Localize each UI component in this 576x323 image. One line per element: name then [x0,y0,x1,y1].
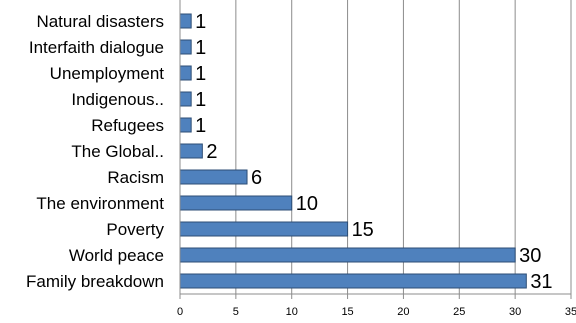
x-tick-label: 20 [397,306,409,318]
value-label: 6 [251,167,262,189]
bar [179,65,192,81]
gridlines [235,0,572,294]
bar [179,117,192,133]
value-label: 15 [352,219,374,241]
category-label: The Global.. [71,142,164,161]
bar [179,13,192,29]
value-label: 1 [195,89,206,111]
value-label: 30 [519,245,541,267]
value-label: 2 [206,141,217,163]
x-tick-label: 30 [509,306,521,318]
labels: 0 5 10 15 20 25 30 35 Natural disasters 1 Interfai… [26,11,576,318]
value-label: 1 [195,115,206,137]
bar [179,91,192,107]
bar [179,143,203,159]
x-tick-label: 35 [565,306,576,318]
category-label: Unemployment [50,64,165,83]
bar [179,247,516,263]
category-label: The environment [36,194,164,213]
category-label: Poverty [106,220,164,239]
value-label: 31 [530,271,552,293]
x-tick-label: 15 [341,306,353,318]
bar [179,221,349,237]
category-label: Indigenous.. [71,90,164,109]
x-tick-label: 10 [286,306,298,318]
category-label: Family breakdown [26,272,164,291]
axes [179,0,572,299]
x-tick-label: 25 [453,306,465,318]
category-label: Racism [107,168,164,187]
bar [179,195,293,211]
bars [179,13,527,289]
x-tick-label: 5 [233,306,239,318]
bar [179,39,192,55]
bar [179,169,248,185]
category-label: World peace [69,246,164,265]
category-label: Interfaith dialogue [29,38,164,57]
value-label: 10 [296,193,318,215]
bar [179,273,527,289]
value-label: 1 [195,63,206,85]
x-tick-label: 0 [177,306,183,318]
value-label: 1 [195,37,206,59]
category-label: Refugees [91,116,164,135]
value-label: 1 [195,11,206,33]
category-label: Natural disasters [36,12,164,31]
